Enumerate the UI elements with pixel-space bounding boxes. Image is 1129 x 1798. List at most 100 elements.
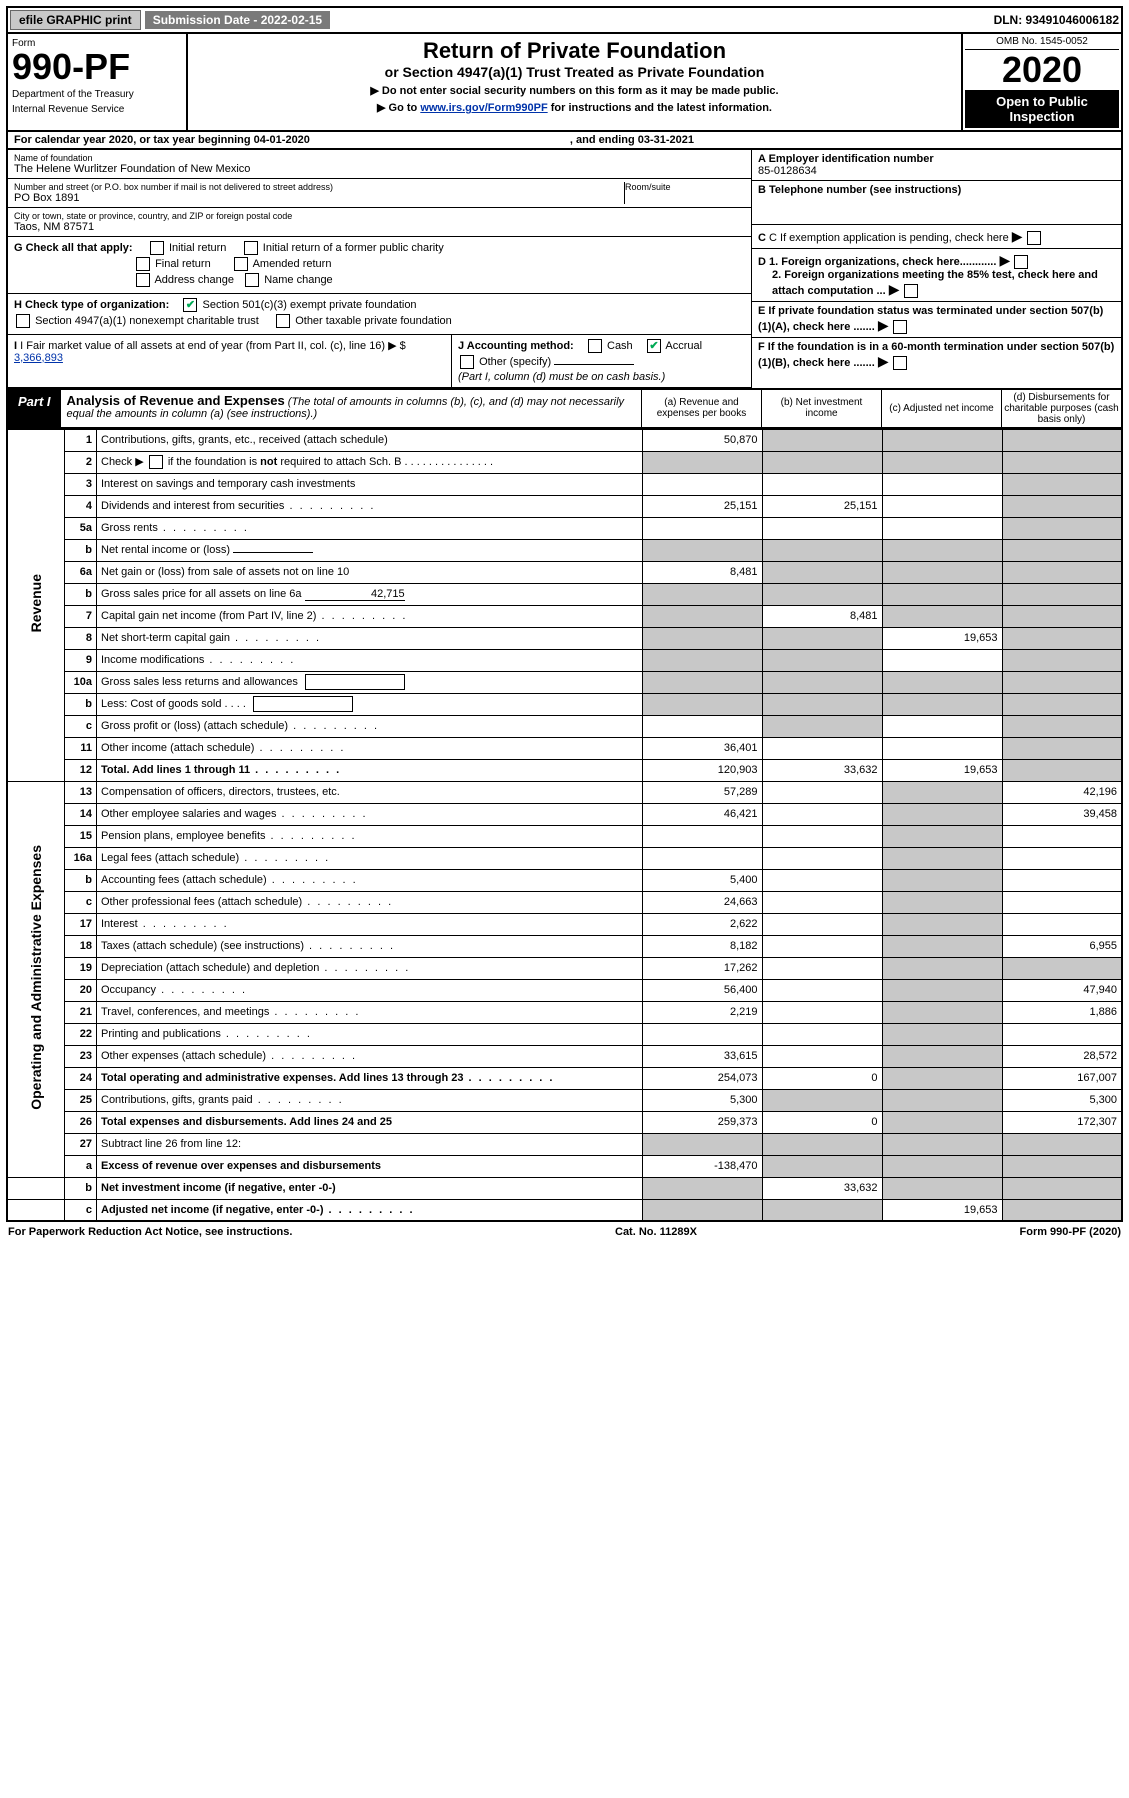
cell-d bbox=[1002, 495, 1122, 517]
row-desc: Other expenses (attach schedule) bbox=[97, 1045, 643, 1067]
cell-c bbox=[882, 539, 1002, 561]
row-num: b bbox=[65, 1177, 97, 1199]
cell-d bbox=[1002, 1023, 1122, 1045]
table-row: b Gross sales price for all assets on li… bbox=[7, 583, 1122, 605]
cell-a: 8,182 bbox=[642, 935, 762, 957]
checkbox-c[interactable] bbox=[1027, 231, 1041, 245]
table-row: c Adjusted net income (if negative, ente… bbox=[7, 1199, 1122, 1221]
cell-a: 2,219 bbox=[642, 1001, 762, 1023]
checkbox-other-method[interactable] bbox=[460, 355, 474, 369]
cell-c bbox=[882, 1133, 1002, 1155]
open-public-badge: Open to Public Inspection bbox=[965, 90, 1119, 128]
checkbox-final-return[interactable] bbox=[136, 257, 150, 271]
checkbox-accrual[interactable]: ✔ bbox=[647, 339, 661, 353]
checkbox-other-taxable[interactable] bbox=[276, 314, 290, 328]
cell-a: 254,073 bbox=[642, 1067, 762, 1089]
fmv-link[interactable]: 3,366,893 bbox=[14, 352, 63, 364]
cell-c bbox=[882, 803, 1002, 825]
expenses-side-label: Operating and Administrative Expenses bbox=[7, 781, 65, 1177]
cash-label: Cash bbox=[607, 340, 633, 352]
row-num: 1 bbox=[65, 429, 97, 451]
checkbox-d1[interactable] bbox=[1014, 255, 1028, 269]
cell-a bbox=[642, 517, 762, 539]
checkbox-e[interactable] bbox=[893, 320, 907, 334]
table-row: 14 Other employee salaries and wages 46,… bbox=[7, 803, 1122, 825]
checkbox-address-change[interactable] bbox=[136, 273, 150, 287]
ein-value: 85-0128634 bbox=[758, 165, 1115, 177]
cell-d bbox=[1002, 539, 1122, 561]
cell-c bbox=[882, 869, 1002, 891]
row-num: 14 bbox=[65, 803, 97, 825]
checkbox-initial-former[interactable] bbox=[244, 241, 258, 255]
cell-a: 56,400 bbox=[642, 979, 762, 1001]
g-label: G Check all that apply: bbox=[14, 242, 133, 254]
cell-d: 1,886 bbox=[1002, 1001, 1122, 1023]
part1-label: Part I bbox=[8, 390, 61, 427]
submission-date: Submission Date - 2022-02-15 bbox=[145, 11, 330, 29]
form-ref: Form 990-PF (2020) bbox=[1020, 1226, 1121, 1238]
table-row: b Accounting fees (attach schedule) 5,40… bbox=[7, 869, 1122, 891]
checkbox-f[interactable] bbox=[893, 356, 907, 370]
checkbox-initial-return[interactable] bbox=[150, 241, 164, 255]
city-value: Taos, NM 87571 bbox=[14, 221, 745, 233]
cell-c bbox=[882, 1089, 1002, 1111]
cell-d bbox=[1002, 869, 1122, 891]
row-desc: Other professional fees (attach schedule… bbox=[97, 891, 643, 913]
cell-c bbox=[882, 1155, 1002, 1177]
cell-c bbox=[882, 1067, 1002, 1089]
table-row: 11 Other income (attach schedule) 36,401 bbox=[7, 737, 1122, 759]
cell-c bbox=[882, 781, 1002, 803]
cell-a: 2,622 bbox=[642, 913, 762, 935]
cell-b bbox=[762, 1155, 882, 1177]
row-desc: Legal fees (attach schedule) bbox=[97, 847, 643, 869]
table-row: b Net investment income (if negative, en… bbox=[7, 1177, 1122, 1199]
cell-d bbox=[1002, 891, 1122, 913]
table-row: 10a Gross sales less returns and allowan… bbox=[7, 671, 1122, 693]
cell-a: 24,663 bbox=[642, 891, 762, 913]
table-row: 5a Gross rents bbox=[7, 517, 1122, 539]
cell-c bbox=[882, 737, 1002, 759]
cell-c bbox=[882, 935, 1002, 957]
cell-c bbox=[882, 913, 1002, 935]
section-ij: I I Fair market value of all assets at e… bbox=[8, 335, 751, 388]
gross-sales-box bbox=[305, 674, 405, 690]
checkbox-4947[interactable] bbox=[16, 314, 30, 328]
row-num: 2 bbox=[65, 451, 97, 473]
dept-treasury: Department of the Treasury bbox=[12, 89, 182, 100]
checkbox-sch-b[interactable] bbox=[149, 455, 163, 469]
cell-b: 25,151 bbox=[762, 495, 882, 517]
cell-a: 17,262 bbox=[642, 957, 762, 979]
instr-ssn: ▶ Do not enter social security numbers o… bbox=[196, 84, 953, 97]
cell-a: 46,421 bbox=[642, 803, 762, 825]
section-c: C C If exemption application is pending,… bbox=[752, 225, 1121, 249]
cell-c bbox=[882, 451, 1002, 473]
cat-no: Cat. No. 11289X bbox=[615, 1226, 697, 1238]
row-num: c bbox=[65, 891, 97, 913]
cell-b bbox=[762, 891, 882, 913]
f-label: F If the foundation is in a 60-month ter… bbox=[758, 341, 1114, 369]
cell-a: 25,151 bbox=[642, 495, 762, 517]
row-num: c bbox=[65, 715, 97, 737]
foundation-name: The Helene Wurlitzer Foundation of New M… bbox=[14, 163, 745, 175]
cell-d bbox=[1002, 759, 1122, 781]
section-h: H Check type of organization: ✔ Section … bbox=[8, 294, 751, 335]
checkbox-501c3[interactable]: ✔ bbox=[183, 298, 197, 312]
irs-link[interactable]: www.irs.gov/Form990PF bbox=[420, 102, 547, 114]
cell-d: 6,955 bbox=[1002, 935, 1122, 957]
cell-c bbox=[882, 561, 1002, 583]
row-desc: Dividends and interest from securities bbox=[97, 495, 643, 517]
checkbox-cash[interactable] bbox=[588, 339, 602, 353]
checkbox-d2[interactable] bbox=[904, 284, 918, 298]
checkbox-name-change[interactable] bbox=[245, 273, 259, 287]
cell-a: 36,401 bbox=[642, 737, 762, 759]
checkbox-amended-return[interactable] bbox=[234, 257, 248, 271]
col-d-header: (d) Disbursements for charitable purpose… bbox=[1001, 390, 1121, 427]
initial-former-label: Initial return of a former public charit… bbox=[263, 242, 444, 254]
cell-b bbox=[762, 539, 882, 561]
cell-d bbox=[1002, 847, 1122, 869]
irs-label: Internal Revenue Service bbox=[12, 104, 182, 115]
row-desc: Contributions, gifts, grants paid bbox=[97, 1089, 643, 1111]
table-row: 7 Capital gain net income (from Part IV,… bbox=[7, 605, 1122, 627]
org-info-block: Name of foundation The Helene Wurlitzer … bbox=[6, 150, 1123, 390]
efile-print-button[interactable]: efile GRAPHIC print bbox=[10, 10, 141, 30]
